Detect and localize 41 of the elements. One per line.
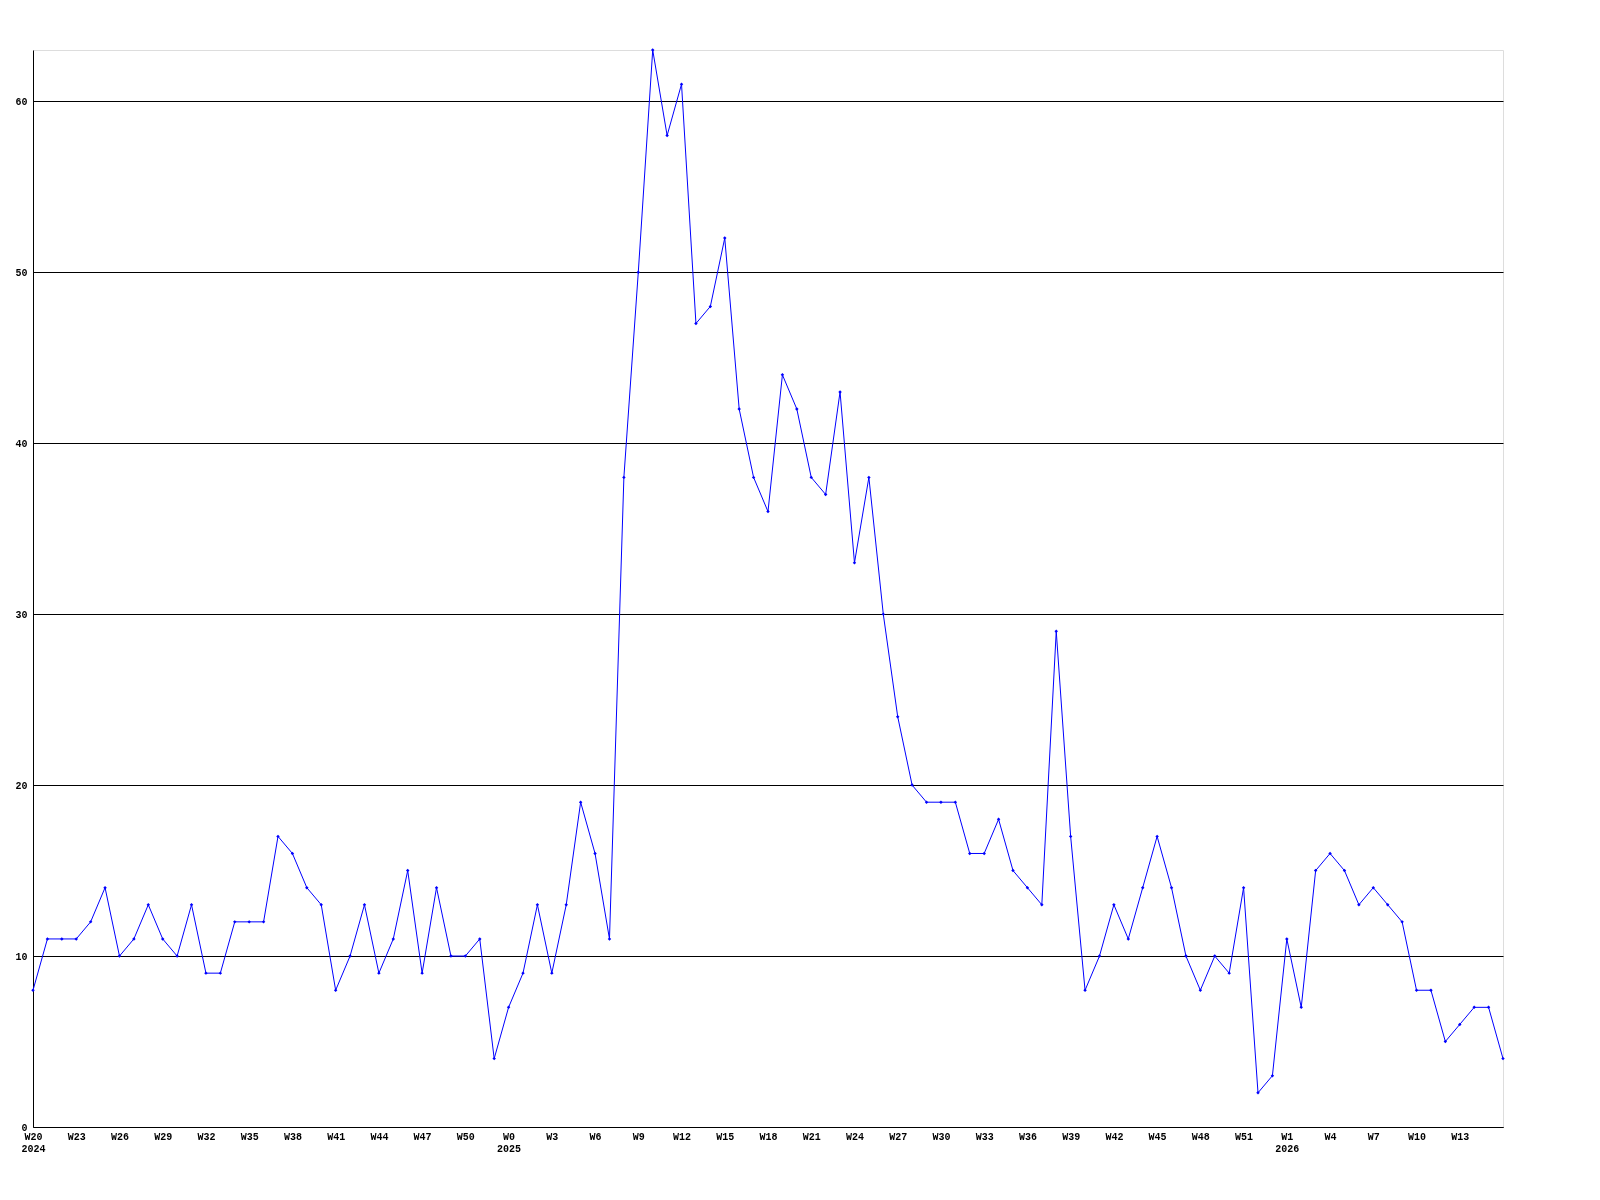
x-tick-label: W36 (1018, 1131, 1037, 1143)
x-tick-label: W9 (632, 1131, 645, 1143)
y-tick-label: 50 (15, 267, 28, 279)
x-tick-label: W39 (1062, 1131, 1081, 1143)
x-tick-label: W18 (759, 1131, 778, 1143)
x-tick-label: W51 (1235, 1131, 1254, 1143)
y-tick-label: 60 (15, 96, 28, 108)
x-tick-label: W33 (975, 1131, 994, 1143)
x-tick-label: W13 (1451, 1131, 1470, 1143)
x-tick-label: W6 (589, 1131, 602, 1143)
x-tick-label: W3 (546, 1131, 559, 1143)
x-tick-label: W38 (283, 1131, 302, 1143)
x-tick-label: W21 (802, 1131, 821, 1143)
x-tick-label: W48 (1191, 1131, 1210, 1143)
x-tick-label: W45 (1148, 1131, 1167, 1143)
y-tick-label: 40 (15, 438, 28, 450)
x-tick-label: W1 2026 (1275, 1131, 1300, 1155)
x-tick-label: W12 (673, 1131, 692, 1143)
x-tick-label: W27 (889, 1131, 908, 1143)
y-tick-label: 0 (21, 1122, 28, 1134)
x-tick-label: W24 (845, 1131, 864, 1143)
x-tick-label: W0 2025 (497, 1131, 522, 1155)
x-tick-label: W10 (1408, 1131, 1427, 1143)
x-tick-label: W35 (240, 1131, 259, 1143)
y-tick-label: 30 (15, 609, 28, 621)
x-tick-label: W29 (154, 1131, 173, 1143)
x-tick-label: W4 (1324, 1131, 1337, 1143)
x-tick-label: W32 (197, 1131, 216, 1143)
x-tick-label: W30 (932, 1131, 951, 1143)
x-tick-label: W7 (1367, 1131, 1380, 1143)
x-tick-label: W42 (1105, 1131, 1124, 1143)
y-tick-label: 10 (15, 951, 28, 963)
x-tick-label: W20 2024 (21, 1131, 46, 1155)
x-tick-label: W15 (716, 1131, 735, 1143)
x-tick-label: W47 (413, 1131, 432, 1143)
x-tick-label: W41 (327, 1131, 346, 1143)
x-tick-label: W26 (110, 1131, 129, 1143)
y-tick-label: 20 (15, 780, 28, 792)
x-tick-label: W23 (67, 1131, 86, 1143)
x-tick-label: W50 (456, 1131, 475, 1143)
x-tick-label: W44 (370, 1131, 389, 1143)
